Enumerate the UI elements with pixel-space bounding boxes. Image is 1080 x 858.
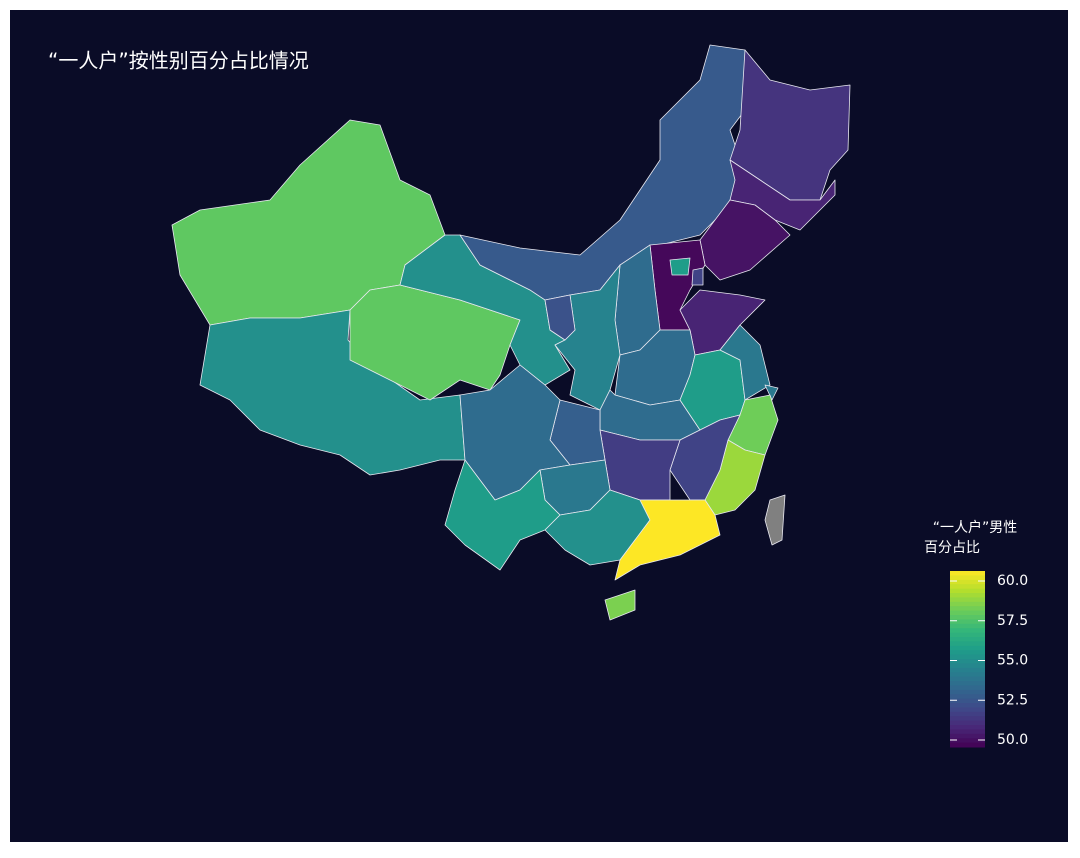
colorbar-segment [950, 698, 985, 704]
legend-title: “一人户”男性 [933, 519, 1018, 536]
colorbar-segment [950, 707, 985, 713]
colorbar-segment [950, 716, 985, 722]
region [729, 159, 836, 231]
colorbar-segment [950, 667, 985, 673]
colorbar-segment [950, 729, 985, 735]
colorbar-segment [950, 659, 985, 664]
colorbar-segment [950, 610, 985, 616]
colorbar-segment [950, 676, 985, 682]
region [199, 309, 466, 476]
region [691, 267, 704, 286]
colorbar-tick-label: 57.5 [997, 613, 1028, 629]
colorbar-segment [950, 742, 985, 748]
colorbar-segment [950, 606, 985, 612]
region [614, 499, 721, 581]
colorbar-segment [950, 689, 985, 695]
region [729, 49, 851, 201]
colorbar-tick-label: 52.5 [997, 692, 1028, 708]
colorbar-segment [950, 619, 985, 625]
colorbar-segment [950, 637, 985, 642]
region [764, 494, 786, 546]
legend-title: 百分占比 [924, 540, 980, 556]
colorbar-segment [950, 601, 985, 607]
colorbar-segment [950, 584, 985, 590]
colorbar-segment [950, 597, 985, 603]
colorbar-segment [950, 725, 985, 730]
colorbar-segment [950, 575, 985, 581]
colorbar-segment [950, 650, 985, 656]
region [604, 589, 636, 621]
region [669, 414, 741, 501]
colorbar-segment [950, 632, 985, 638]
colorbar-segment [950, 579, 985, 585]
colorbar-segment [950, 615, 985, 620]
colorbar-segment [950, 720, 985, 726]
colorbar-segment [950, 685, 985, 691]
colorbar-segment [950, 681, 985, 686]
colorbar-segment [950, 733, 985, 739]
colorbar-segment [950, 645, 985, 651]
colorbar-segment [950, 593, 985, 598]
colorbar-tick-label: 60.0 [997, 573, 1028, 589]
region [544, 294, 576, 341]
colorbar-segment [950, 703, 985, 708]
colorbar-segment [950, 711, 985, 717]
colorbar-segment [950, 672, 985, 678]
colorbar-segment [950, 623, 985, 629]
colorbar-segment [950, 628, 985, 634]
colorbar-segment [950, 738, 985, 744]
region [669, 257, 691, 276]
colorbar-segment [950, 588, 985, 594]
colorbar-segment [950, 641, 985, 647]
colorbar-segment [950, 663, 985, 669]
region [719, 324, 771, 401]
region [599, 429, 681, 501]
colorbar-segment [950, 654, 985, 660]
chart-title: “一人户”按性别百分占比情况 [48, 49, 309, 73]
colorbar-segment [950, 571, 985, 576]
colorbar-tick-label: 50.0 [997, 732, 1028, 748]
region [764, 384, 779, 401]
colorbar-segment [950, 694, 985, 700]
colorbar-tick-label: 55.0 [997, 653, 1028, 669]
